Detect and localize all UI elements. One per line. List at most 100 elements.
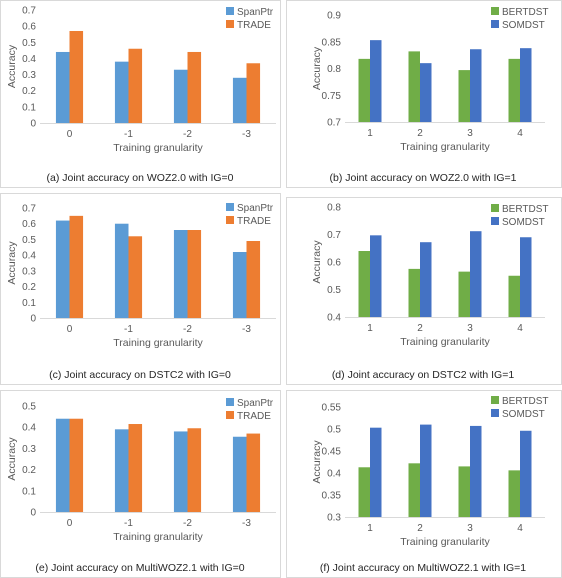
y-tick-label: 0.6 [327,258,341,269]
y-tick-label: 0.6 [22,219,36,230]
bar-spanptr-2 [173,69,188,123]
y-tick-label: 0.5 [327,425,341,436]
y-tick-label: 0.5 [327,285,341,296]
y-tick-label: 0.35 [322,491,342,502]
x-tick-label: 4 [517,523,523,534]
x-tick-label: -1 [124,518,133,529]
bar-bertdst-1 [408,463,420,517]
bar-trade-1 [128,236,143,318]
y-tick-label: 0.4 [22,423,36,434]
bar-somdst-1 [420,424,432,517]
y-tick-label: 0 [30,508,36,519]
bar-somdst-0 [370,40,382,122]
bar-spanptr-3 [232,436,247,512]
x-tick-label: 0 [67,518,73,529]
x-tick-label: -3 [242,324,251,335]
y-tick-label: 0.5 [22,235,36,246]
x-axis-title: Training granularity [400,141,490,153]
y-tick-label: 0.1 [22,486,36,497]
bar-spanptr-1 [114,223,129,318]
y-tick-label: 0.3 [327,513,341,524]
y-tick-label: 0.4 [327,313,341,324]
x-axis-title: Training granularity [400,336,490,348]
y-tick-label: 0.7 [327,118,341,129]
legend-label: SOMDST [502,217,545,228]
bar-somdst-2 [470,425,482,517]
chart-panel-a: 0 0.1 0.2 0.3 0.4 0.5 0.6 0.7 0 -1 -2 -3 Accuracy Tra… [0,0,281,188]
bar-bertdst-3 [508,470,520,517]
legend-swatch [226,398,234,406]
bar-trade-0 [69,215,84,318]
y-tick-label: 0.3 [22,266,36,277]
y-tick-label: 0.3 [22,70,36,81]
legend-swatch [226,203,234,211]
y-tick-label: 0.1 [22,298,36,309]
x-tick-label: 2 [417,323,423,334]
bar-bertdst-3 [508,58,520,122]
x-tick-label: 3 [467,323,473,334]
y-tick-label: 0.2 [22,86,36,97]
x-tick-label: 3 [467,523,473,534]
legend-swatch [491,217,499,225]
y-tick-label: 0.4 [327,469,341,480]
bar-somdst-1 [420,242,432,317]
x-tick-label: 2 [417,128,423,139]
legend-label: TRADE [237,216,271,227]
legend-swatch [491,7,499,15]
x-tick-label: -3 [242,518,251,529]
bar-trade-2 [187,428,202,512]
y-tick-label: 0.5 [22,402,36,413]
legend-swatch [226,216,234,224]
panel-caption: (a) Joint accuracy on WOZ2.0 with IG=0 [46,172,233,184]
y-axis-title: Accuracy [311,240,323,284]
y-tick-label: 0.7 [22,204,36,215]
x-axis-title: Training granularity [113,337,203,349]
legend-label: SpanPtr [237,398,274,409]
bar-somdst-3 [520,430,532,517]
x-tick-label: -2 [183,129,192,140]
y-tick-label: 0 [30,314,36,325]
y-tick-label: 0.9 [327,11,341,22]
panel-caption: (f) Joint accuracy on MultiWOZ2.1 with I… [320,562,526,574]
bar-bertdst-2 [458,271,470,318]
legend-label: SpanPtr [237,7,274,18]
panel-caption: (b) Joint accuracy on WOZ2.0 with IG=1 [329,172,516,184]
x-axis-title: Training granularity [113,142,203,154]
bar-somdst-0 [370,427,382,517]
y-tick-label: 0.7 [22,6,36,17]
y-tick-label: 0.8 [327,203,341,214]
y-axis-title: Accuracy [311,440,323,484]
y-tick-label: 0.2 [22,282,36,293]
panel-caption: (c) Joint accuracy on DSTC2 with IG=0 [49,369,231,381]
bar-spanptr-1 [114,61,129,123]
bar-somdst-2 [470,231,482,317]
x-tick-label: -2 [183,518,192,529]
y-tick-label: 0 [30,119,36,130]
x-axis-title: Training granularity [113,531,203,543]
y-tick-label: 0.75 [322,91,342,102]
x-tick-label: 4 [517,128,523,139]
bar-spanptr-1 [114,429,129,512]
legend-label: BERTDST [502,396,549,407]
bar-trade-2 [187,230,202,318]
bar-spanptr-2 [173,230,188,318]
y-axis-title: Accuracy [6,44,18,88]
panel-caption: (e) Joint accuracy on MultiWOZ2.1 with I… [35,562,244,574]
bar-trade-1 [128,424,143,512]
chart-panel-c: 0 0.1 0.2 0.3 0.4 0.5 0.6 0.7 0 -1 -2 -3 Accuracy Tra… [0,193,281,385]
legend-label: SpanPtr [237,203,274,214]
x-tick-label: -2 [183,324,192,335]
bar-bertdst-3 [508,275,520,317]
x-tick-label: 0 [67,129,73,140]
legend-swatch [491,396,499,404]
bar-spanptr-3 [232,77,247,123]
panel-border [0,193,281,385]
x-tick-label: 2 [417,523,423,534]
y-tick-label: 0.55 [322,403,342,414]
bar-trade-0 [69,418,84,512]
legend-label: SOMDST [502,20,545,31]
bar-trade-3 [246,63,261,123]
bar-spanptr-3 [232,252,247,318]
bar-somdst-3 [520,237,532,317]
bar-bertdst-0 [358,467,370,517]
